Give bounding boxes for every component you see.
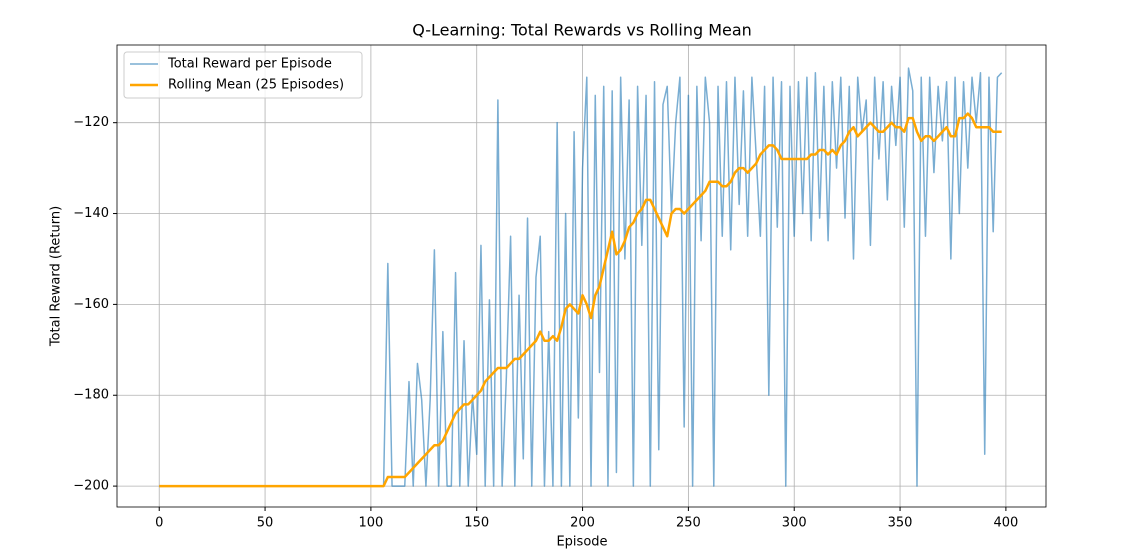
x-tick-label: 100 [358, 516, 383, 531]
y-tick-label: −200 [73, 479, 109, 494]
legend-label: Rolling Mean (25 Episodes) [168, 78, 344, 93]
y-tick-label: −180 [73, 388, 109, 403]
x-tick-label: 350 [888, 516, 913, 531]
y-tick-label: −120 [73, 115, 109, 130]
x-tick-label: 250 [676, 516, 701, 531]
chart-title: Q-Learning: Total Rewards vs Rolling Mea… [412, 21, 752, 40]
series-line [159, 112, 1002, 488]
x-tick-label: 300 [782, 516, 807, 531]
y-tick-label: −160 [73, 297, 109, 312]
y-axis-label: Total Reward (Return) [49, 206, 64, 347]
x-tick-label: 0 [155, 516, 163, 531]
y-tick-label: −140 [73, 206, 109, 221]
x-tick-label: 400 [993, 516, 1018, 531]
legend-label: Total Reward per Episode [167, 57, 332, 72]
plot-frame [116, 44, 1047, 508]
x-tick-label: 50 [257, 516, 274, 531]
x-axis-label: Episode [556, 535, 607, 550]
legend-box [123, 51, 363, 99]
series-line [159, 67, 1003, 487]
x-tick-label: 200 [570, 516, 595, 531]
x-tick-label: 150 [464, 516, 489, 531]
